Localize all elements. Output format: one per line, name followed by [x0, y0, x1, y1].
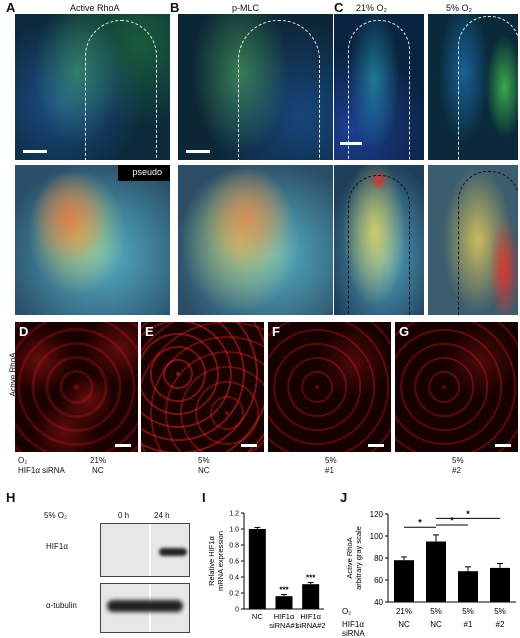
significance-label: * — [418, 518, 422, 528]
panel-c-5-image — [428, 14, 518, 160]
panel-c-title-right: 5% O₂ — [446, 3, 473, 13]
x-tick-label-o2: 21% — [396, 607, 412, 616]
chart-i-svg: 0 0.2 0.4 0.6 0.8 1.0 1.2 Relative HIF1αmRNA ex… — [207, 511, 326, 631]
y-tick-label: 1.0 — [229, 527, 239, 534]
x-tick-label-sirna: #1 — [464, 620, 473, 629]
cond-sirna-d: NC — [92, 466, 104, 475]
panel-label-i: I — [202, 490, 206, 505]
panel-label-d: D — [19, 324, 29, 339]
panel-c-21-image — [334, 14, 424, 160]
cond-o2-d: 21% — [90, 456, 107, 465]
bar — [394, 560, 414, 602]
x-tick-label-sirna: #2 — [496, 620, 505, 629]
cond-o2-g: 5% — [452, 456, 464, 465]
cond-o2-f: 5% — [325, 456, 337, 465]
y-tick-label: 80 — [374, 554, 383, 563]
x-tick-label: HIF1α siRNA#1 — [269, 612, 299, 630]
panel-f-image: F — [268, 322, 391, 452]
panel-b-confocal-image — [178, 14, 333, 160]
panel-c-5-pseudocolor-image — [428, 165, 518, 315]
y-axis-label: Active RhoAarbitrary gray scale — [345, 526, 363, 590]
y-tick-label: 60 — [374, 576, 383, 585]
blot-time-0: 0 h — [118, 511, 130, 520]
panel-label-g: G — [399, 324, 410, 339]
blot-hif1a — [100, 523, 190, 577]
y-tick-label: 100 — [370, 532, 384, 541]
panel-label-b: B — [170, 0, 180, 15]
chart-j-svg: 40 60 80 100 120 Active RhoAarbitrary gray sc… — [342, 509, 516, 638]
cond-sirna-f: #1 — [325, 466, 334, 475]
blot-condition: 5% O₂ — [44, 511, 68, 520]
significance-label: *** — [279, 586, 289, 595]
scale-bar — [115, 444, 131, 447]
bar — [490, 567, 510, 602]
panel-b-title: p-MLC — [232, 3, 260, 13]
panel-label-j: J — [340, 490, 348, 505]
x-tick-label: NC — [252, 612, 263, 621]
blot-tubulin — [100, 583, 190, 633]
scale-bar — [186, 150, 210, 153]
significance-label: *** — [306, 574, 316, 583]
x-tick-label: HIF1α siRNA#2 — [296, 612, 326, 630]
y-tick-label: 120 — [370, 510, 384, 519]
panel-label-c: C — [334, 0, 344, 15]
row-label-o2: O₂ — [18, 456, 28, 465]
panel-b-pseudocolor-image — [178, 165, 333, 315]
y-axis-label: Relative HIF1αmRNA expression — [207, 531, 225, 591]
x-tick-label-sirna: NC — [430, 620, 442, 629]
x-tick-label-o2: 5% — [494, 607, 506, 616]
blot-time-24: 24 h — [154, 511, 170, 520]
panel-label-a: A — [6, 0, 16, 15]
panel-a-confocal-image — [15, 14, 170, 160]
panel-g-image: G — [395, 322, 518, 452]
cond-sirna-e: NC — [198, 466, 210, 475]
row-label-sirna: HIF1α siRNA — [18, 466, 65, 475]
panel-label-e: E — [145, 324, 154, 339]
x-tick-label-o2: 5% — [462, 607, 474, 616]
bar — [302, 584, 320, 609]
y-tick-label: 0.6 — [229, 559, 239, 566]
bar — [275, 596, 293, 609]
cond-sirna-g: #2 — [452, 466, 461, 475]
panel-a-pseudocolor-image: pseudo — [15, 165, 170, 315]
panel-label-h: H — [6, 490, 16, 505]
blot-label-hif1a: HIF1α — [46, 542, 68, 551]
significance-label: * — [450, 516, 454, 526]
bar — [458, 571, 478, 602]
y-tick-label: 0.8 — [229, 543, 239, 550]
x-tick-label-sirna: NC — [398, 620, 410, 629]
row-label-sirna: HIF1α — [342, 620, 364, 629]
y-tick-label: 0.4 — [229, 575, 239, 582]
y-tick-label: 40 — [374, 598, 383, 607]
y-tick-label: 0.2 — [229, 591, 239, 598]
panel-label-f: F — [272, 324, 280, 339]
bar — [248, 529, 266, 609]
x-tick-label-o2: 5% — [430, 607, 442, 616]
panel-c-21-pseudocolor-image — [334, 165, 424, 315]
y-tick-label: 1.2 — [229, 511, 239, 518]
cond-o2-e: 5% — [198, 456, 210, 465]
scale-bar — [340, 142, 362, 145]
panel-e-image: E — [141, 322, 264, 452]
panel-c-title-left: 21% O₂ — [356, 3, 388, 13]
scale-bar — [368, 444, 384, 447]
scale-bar — [23, 150, 47, 153]
row-label-o2: O₂ — [342, 607, 351, 616]
panel-d-image: D — [15, 322, 138, 452]
bar — [426, 541, 446, 602]
panel-a-title: Active RhoA — [70, 3, 120, 13]
significance-label: * — [466, 509, 470, 519]
pseudo-label: pseudo — [132, 167, 162, 177]
row-label-sirna-2: siRNA — [342, 629, 365, 638]
y-tick-label: 0 — [235, 607, 239, 614]
blot-label-tubulin: α-tubulin — [46, 601, 77, 610]
scale-bar — [241, 444, 257, 447]
scale-bar — [495, 444, 511, 447]
